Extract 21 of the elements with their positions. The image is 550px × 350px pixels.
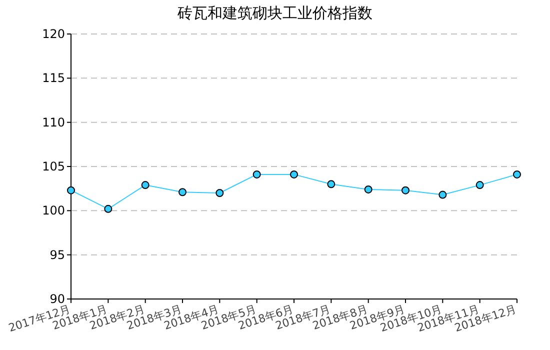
point (252, 170, 261, 178)
y-tick-label: 110 (42, 115, 65, 130)
y-tick-label: 95 (50, 248, 65, 262)
chart-title: 砖瓦和建筑砌块工业价格指数 (176, 4, 372, 22)
point (476, 181, 484, 190)
point (364, 185, 372, 194)
point (178, 188, 186, 196)
y-tick-label: 100 (42, 204, 65, 218)
point (104, 204, 112, 213)
point (216, 189, 224, 197)
y-tick-label: 115 (42, 71, 65, 86)
point (402, 186, 410, 194)
point (67, 186, 75, 194)
y-tick-label: 120 (42, 27, 65, 41)
point (513, 170, 521, 178)
point (290, 170, 298, 178)
point (141, 181, 150, 190)
point (327, 180, 336, 188)
point (438, 190, 447, 199)
y-tick-label: 90 (50, 292, 65, 306)
y-tick-label: 105 (42, 160, 65, 174)
